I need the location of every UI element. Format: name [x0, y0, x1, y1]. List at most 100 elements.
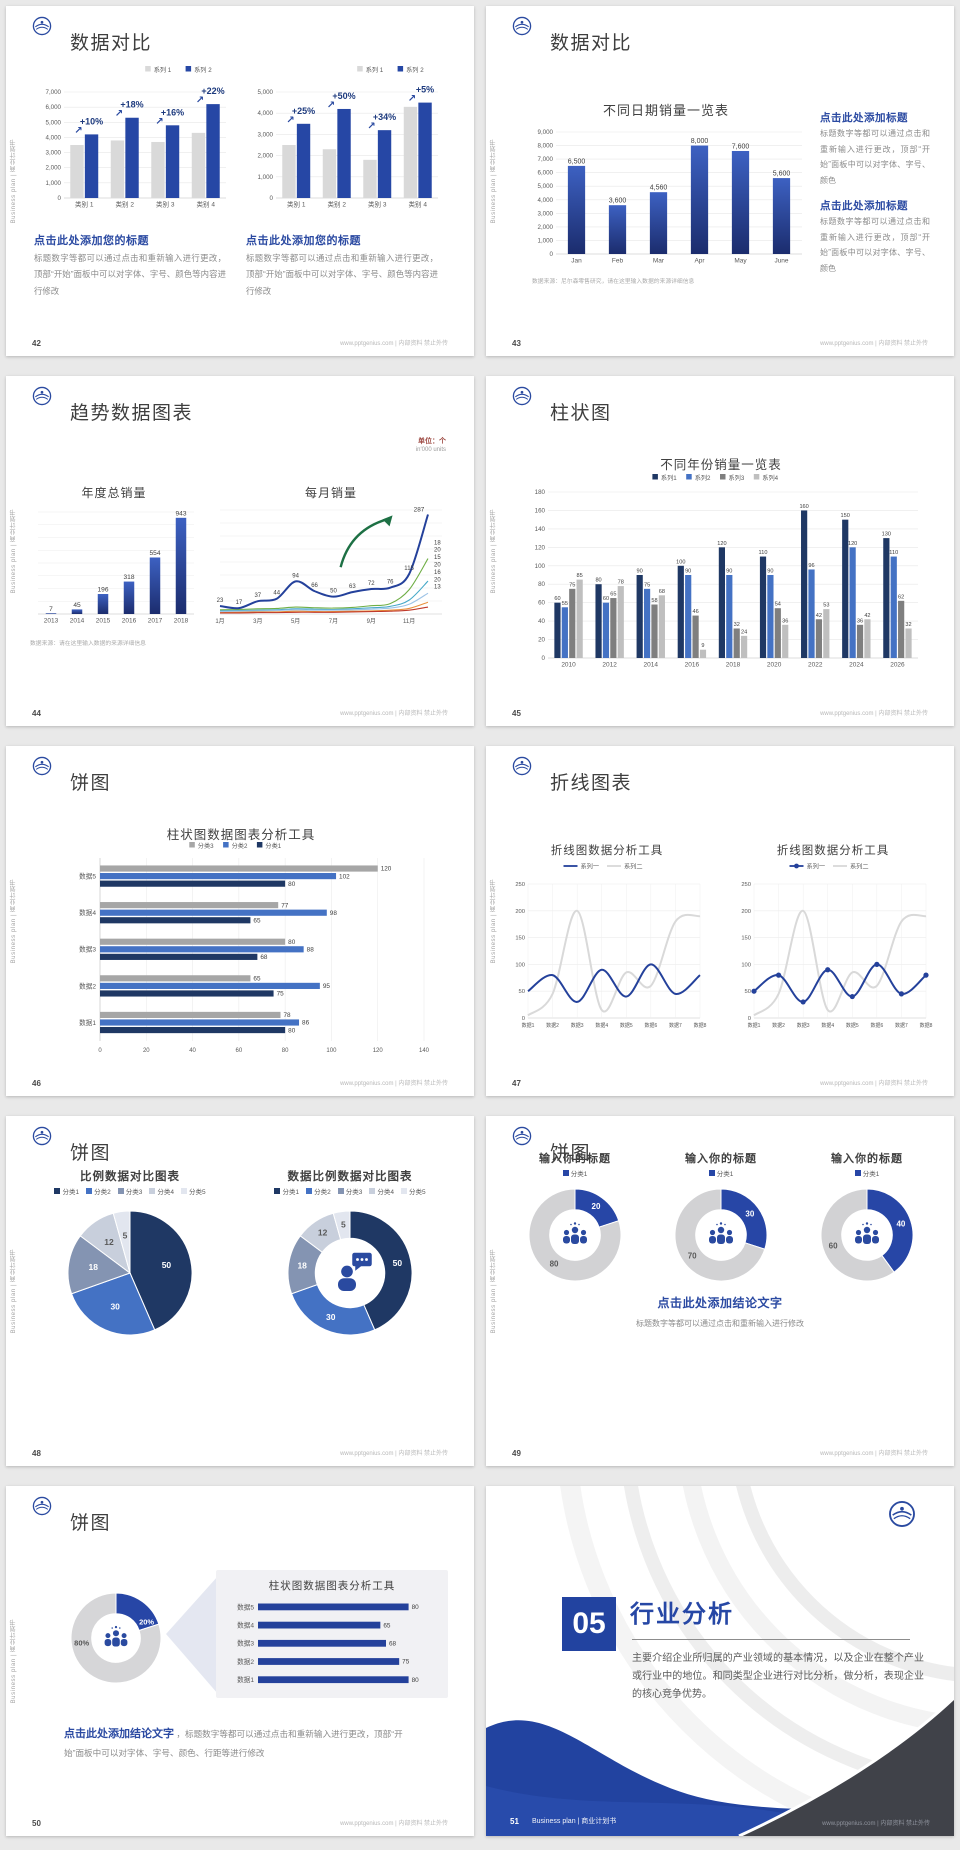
svg-text:66: 66	[311, 583, 318, 589]
svg-text:30: 30	[326, 1312, 336, 1322]
donut-chart: 40 60	[798, 1180, 936, 1295]
svg-text:150: 150	[841, 513, 850, 519]
svg-text:54: 54	[775, 602, 781, 608]
chart-title: 折线图数据分析工具	[550, 845, 664, 857]
svg-text:系列 2: 系列 2	[194, 66, 212, 74]
svg-text:50: 50	[330, 589, 337, 595]
svg-text:50: 50	[519, 989, 525, 995]
footer-brand: Business plan | 商业计划书	[532, 1818, 617, 1825]
svg-text:20: 20	[592, 1202, 601, 1211]
svg-text:12: 12	[104, 1237, 114, 1247]
svg-text:数据4: 数据4	[595, 1022, 608, 1029]
svg-text:50: 50	[393, 1258, 403, 1268]
page-number: 50	[32, 1819, 41, 1828]
svg-text:50: 50	[162, 1260, 172, 1270]
svg-text:943: 943	[175, 510, 186, 517]
svg-text:Apr: Apr	[694, 258, 705, 265]
svg-text:4,000: 4,000	[46, 134, 62, 141]
slide-thumbnail-47[interactable]: Business plan | 商业计划书 折线图表 折线图数据分析工具 0 50…	[486, 746, 954, 1096]
svg-text:100: 100	[741, 962, 751, 968]
slide-title: 饼图	[70, 1513, 112, 1534]
slide-thumbnail-46[interactable]: Business plan | 商业计划书 饼图 柱状图数据图表分析工具 0 20…	[6, 746, 474, 1096]
svg-text:1月: 1月	[215, 618, 224, 625]
svg-text:20: 20	[434, 563, 441, 569]
horizontal-bar-chart: 0 20 40 60 80 100 120 140 120 102 80 数据5 77 98 65 数据4 80…	[34, 838, 446, 1059]
svg-text:40: 40	[189, 1048, 196, 1054]
svg-text:1,000: 1,000	[258, 174, 274, 181]
svg-text:32: 32	[905, 622, 911, 628]
slide-thumbnail-50[interactable]: Business plan | 商业计划书 饼图 20% 80% 柱状图数据图表分…	[6, 1486, 474, 1836]
donut-legend: 分类1	[652, 1168, 790, 1178]
slide-title: 折线图表	[550, 773, 633, 794]
svg-text:20: 20	[538, 637, 545, 644]
svg-text:↗: ↗	[327, 100, 335, 111]
svg-text:数据4: 数据4	[821, 1022, 834, 1029]
svg-text:2018: 2018	[726, 662, 741, 669]
slide-thumbnail-43[interactable]: Business plan | 商业计划书 数据对比 不同日期销量一览表 0 1,…	[486, 6, 954, 356]
svg-text:数据1: 数据1	[748, 1022, 761, 1029]
brand-logo-icon	[32, 1126, 52, 1146]
svg-text:系列 1: 系列 1	[366, 66, 384, 74]
svg-text:160: 160	[535, 507, 546, 514]
svg-text:系列一: 系列一	[581, 863, 600, 871]
footer-url: www.pptgenius.com | 内部资料 禁止外传	[820, 1451, 928, 1457]
slide-thumbnail-42[interactable]: Business plan | 商业计划书 数据对比 0 1,000 2,000 3,…	[6, 6, 474, 356]
svg-text:120: 120	[381, 866, 392, 873]
svg-text:1,000: 1,000	[538, 237, 554, 244]
footer-url: www.pptgenius.com | 内部资料 禁止外传	[340, 1821, 448, 1827]
svg-text:96: 96	[808, 563, 814, 569]
svg-text:75: 75	[277, 991, 285, 998]
svg-text:12: 12	[318, 1228, 328, 1238]
svg-text:数据5: 数据5	[846, 1022, 859, 1029]
svg-text:2,000: 2,000	[538, 224, 554, 231]
svg-text:18: 18	[434, 540, 441, 546]
svg-text:数据5: 数据5	[79, 872, 96, 881]
svg-text:2017: 2017	[148, 618, 163, 625]
svg-text:65: 65	[383, 1622, 391, 1629]
svg-text:20: 20	[143, 1048, 150, 1054]
svg-text:6,000: 6,000	[46, 104, 62, 111]
svg-text:78: 78	[618, 580, 624, 586]
svg-text:系列3: 系列3	[729, 474, 745, 482]
side-brand-text: Business plan | 商业计划书	[11, 138, 17, 224]
svg-text:120: 120	[717, 541, 726, 547]
svg-text:80: 80	[595, 578, 601, 584]
svg-text:7,600: 7,600	[732, 143, 750, 150]
svg-text:2,000: 2,000	[258, 153, 274, 160]
panel-title: 柱状图数据图表分析工具	[268, 1580, 396, 1592]
slide-thumbnail-44[interactable]: Business plan | 商业计划书 趋势数据图表 单位：个 in'000…	[6, 376, 474, 726]
svg-text:100: 100	[535, 563, 546, 570]
svg-text:250: 250	[741, 882, 751, 888]
page-number: 42	[32, 339, 41, 348]
svg-text:+25%: +25%	[292, 106, 315, 116]
svg-text:63: 63	[349, 584, 356, 590]
svg-text:2012: 2012	[602, 662, 617, 669]
svg-text:2020: 2020	[767, 662, 782, 669]
svg-text:数据4: 数据4	[237, 1621, 254, 1630]
donut-legend: 分类1	[506, 1168, 644, 1178]
slide-thumbnail-45[interactable]: Business plan | 商业计划书 柱状图 不同年份销量一览表 0 20 4…	[486, 376, 954, 726]
slide-thumbnail-51[interactable]: 05 行业分析 主要介绍企业所归属的产业领域的基本情况，以及企业在整个产业或行业…	[486, 1486, 954, 1836]
svg-text:62: 62	[898, 594, 904, 600]
svg-text:数据8: 数据8	[694, 1022, 707, 1029]
page-number: 44	[32, 709, 41, 718]
svg-text:68: 68	[389, 1641, 397, 1648]
svg-text:37: 37	[254, 593, 261, 599]
svg-text:+34%: +34%	[373, 112, 396, 122]
conclusion-paragraph: 点击此处添加结论文字 ，标题数字等都可以通过点击和重新输入进行更改，顶部“开始”…	[64, 1724, 420, 1761]
svg-text:18: 18	[88, 1262, 98, 1272]
svg-text:70: 70	[688, 1252, 697, 1261]
svg-text:42: 42	[864, 613, 870, 619]
svg-text:3月: 3月	[253, 618, 262, 625]
svg-text:数据7: 数据7	[895, 1022, 908, 1029]
slide-thumbnail-49[interactable]: Business plan | 商业计划书 饼图 输入你的标题 分类1 20 80…	[486, 1116, 954, 1466]
conclusion-body: ，标题数字等都可以通过点击和重新输入进行更改，顶部“开始”面板中可以对字体、字号…	[64, 1729, 403, 1758]
svg-text:200: 200	[741, 909, 751, 915]
svg-text:200: 200	[515, 909, 525, 915]
svg-text:0: 0	[58, 195, 62, 202]
chapter-body: 主要介绍企业所归属的产业领域的基本情况，以及企业在整个产业或行业中的地位。和同类…	[632, 1653, 924, 1700]
slide-thumbnail-48[interactable]: Business plan | 商业计划书 饼图 比例数据对比图表 分类1 分类2…	[6, 1116, 474, 1466]
footer-url: www.pptgenius.com | 内部资料 禁止外传	[820, 711, 928, 717]
svg-text:76: 76	[387, 580, 394, 586]
